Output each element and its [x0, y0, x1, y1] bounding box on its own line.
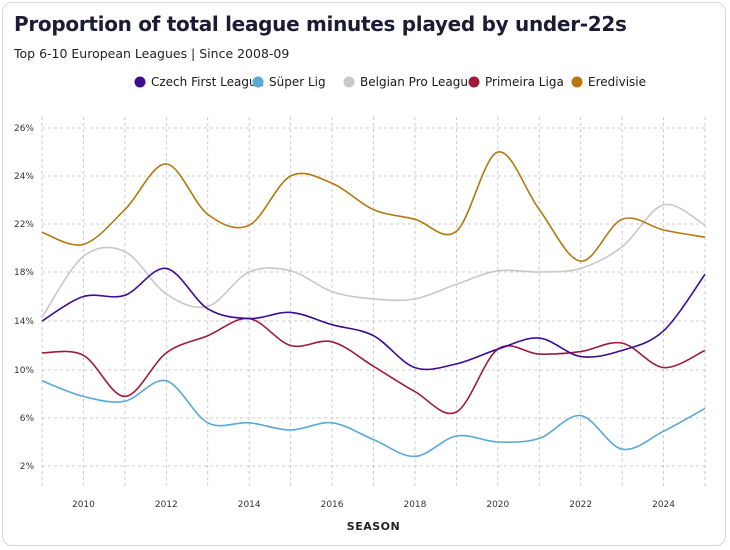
y-tick-label: 18%	[14, 268, 34, 278]
legend-label-belgian-pro-league: Belgian Pro League	[360, 75, 475, 89]
y-tick-label: 22%	[14, 220, 34, 230]
grid-lines	[41, 117, 706, 488]
x-tick-label: 2014	[238, 500, 261, 510]
series-line-belgian-pro-league	[41, 203, 706, 318]
x-tick-label: 2010	[72, 500, 95, 510]
y-axis-ticks: 2% 6% 10% 14% 18% 22% 24% 26%	[14, 124, 34, 472]
legend-label-s-per-lig: Süper Lig	[269, 75, 326, 89]
x-axis-ticks: 2010 2012 2014 2016 2018 2020 2022 2024	[72, 500, 675, 510]
series-line-primeira-liga	[41, 317, 706, 415]
y-tick-label: 6%	[20, 414, 35, 424]
x-axis-label: SEASON	[347, 520, 400, 533]
legend-label-eredivisie: Eredivisie	[588, 75, 646, 89]
y-tick-label: 26%	[14, 124, 34, 134]
x-tick-label: 2016	[321, 500, 344, 510]
legend-marker-s-per-lig	[252, 76, 264, 88]
x-tick-label: 2018	[403, 500, 426, 510]
legend-marker-primeira-liga	[468, 76, 480, 88]
y-tick-label: 14%	[14, 317, 34, 327]
legend-marker-belgian-pro-league	[343, 76, 355, 88]
legend-marker-czech-first-league	[134, 76, 146, 88]
x-tick-label: 2012	[155, 500, 178, 510]
series-line-czech-first-league	[41, 267, 706, 371]
y-tick-label: 2%	[20, 462, 35, 472]
legend: Czech First League Süper Lig Belgian Pro L…	[134, 75, 646, 89]
series-lines	[41, 151, 706, 458]
y-tick-label: 10%	[14, 366, 34, 376]
chart-title: Proportion of total league minutes playe…	[14, 12, 627, 36]
legend-label-primeira-liga: Primeira Liga	[485, 75, 564, 89]
y-tick-label: 24%	[14, 172, 34, 182]
x-tick-label: 2024	[652, 500, 675, 510]
series-line-s-per-lig	[41, 379, 706, 458]
legend-marker-eredivisie	[571, 76, 583, 88]
chart-subtitle: Top 6-10 European Leagues | Since 2008-0…	[14, 46, 290, 61]
legend-label-czech-first-league: Czech First League	[151, 75, 264, 89]
x-tick-label: 2020	[486, 500, 509, 510]
series-line-eredivisie	[41, 151, 706, 262]
x-tick-label: 2022	[569, 500, 592, 510]
